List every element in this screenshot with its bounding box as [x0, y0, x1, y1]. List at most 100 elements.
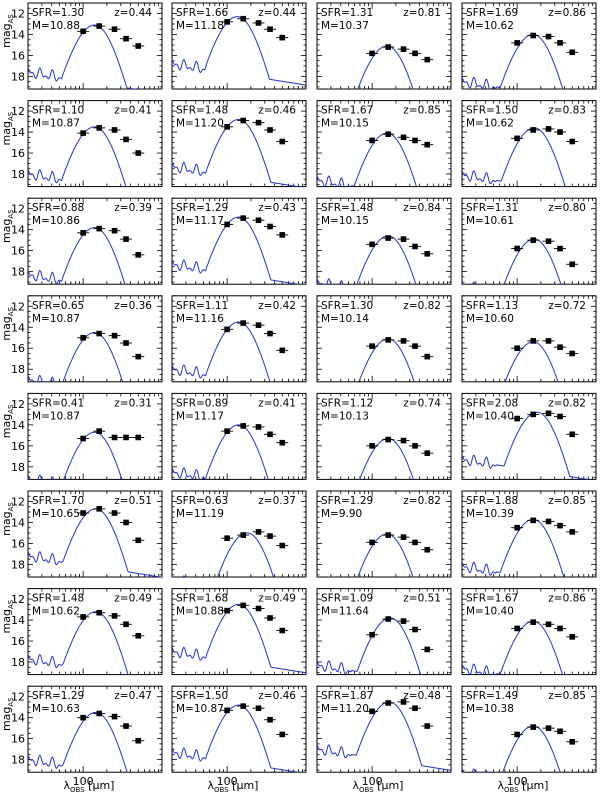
data-point	[267, 26, 273, 33]
data-point	[424, 141, 431, 148]
y-tick-label: 18	[11, 266, 25, 279]
sed-model-curve	[462, 238, 562, 285]
mass-label: M=10.13	[321, 410, 369, 422]
data-point	[135, 537, 142, 544]
data-point	[80, 130, 86, 136]
data-point	[123, 434, 129, 441]
data-point	[369, 50, 375, 57]
mass-label: M=10.87	[32, 118, 80, 130]
data-point	[255, 322, 262, 328]
data-point	[96, 609, 103, 616]
panel-frame	[171, 685, 307, 773]
redshift-label: z=0.44	[258, 7, 296, 19]
x-axis-title: λOBS [μm]	[64, 779, 115, 793]
data-point	[255, 605, 262, 612]
sed-panel: 12 14 16 18 SFR=1.10 z=0.41 M=10.87	[11, 100, 163, 188]
data-point	[545, 33, 552, 40]
y-tick-label: 12	[11, 105, 25, 118]
sfr-label: SFR=1.50	[176, 690, 228, 702]
sfr-label: SFR=1.29	[32, 690, 84, 702]
data-point	[267, 127, 273, 133]
data-point	[424, 56, 431, 63]
y-tick-label: 12	[11, 495, 25, 508]
y-tick-label: 12	[11, 398, 25, 411]
mass-label: M=11.20	[176, 118, 224, 130]
data-point	[514, 731, 520, 738]
y-tick-label: 14	[11, 419, 25, 432]
sfr-label: SFR=1.68	[176, 593, 228, 605]
sed-model-curve	[317, 235, 417, 285]
data-point	[557, 728, 563, 735]
y-axis-title: magAS	[0, 209, 15, 243]
y-axis-title: magAS	[0, 404, 15, 438]
mass-label: M=11.17	[176, 215, 224, 227]
y-tick-label: 16	[11, 49, 25, 62]
data-point	[412, 705, 418, 712]
data-point	[569, 738, 576, 745]
redshift-label: z=0.49	[114, 593, 152, 605]
panel-frame	[461, 490, 597, 578]
data-point	[135, 737, 142, 744]
data-point	[385, 616, 392, 622]
data-point	[400, 618, 407, 624]
sfr-label: SFR=1.30	[321, 300, 373, 312]
y-tick-label: 16	[11, 342, 25, 355]
data-point	[412, 137, 418, 144]
sed-model-curve	[28, 126, 127, 187]
y-tick-label: 14	[11, 712, 25, 725]
sfr-label: SFR=1.69	[466, 7, 518, 19]
sed-panel: 12 14 16 18 SFR=1.30 z=0.44 M=10.88	[11, 2, 163, 90]
x-axis-title: λOBS [μm]	[498, 779, 549, 793]
redshift-label: z=0.85	[548, 495, 586, 507]
y-tick-label: 16	[11, 537, 25, 550]
panel-frame	[171, 588, 307, 676]
data-point	[514, 524, 520, 531]
data-point	[279, 138, 286, 145]
redshift-label: z=0.37	[258, 495, 296, 507]
data-point	[412, 343, 418, 349]
data-point	[111, 613, 118, 619]
sed-model-curve	[317, 533, 414, 577]
data-point	[369, 241, 375, 248]
data-point	[412, 626, 418, 633]
data-point	[424, 723, 431, 729]
y-tick-label: 18	[11, 168, 25, 181]
sed-model-curve	[504, 341, 559, 382]
data-point	[240, 117, 247, 124]
data-point	[135, 434, 142, 441]
sfr-label: SFR=1.48	[176, 105, 228, 117]
mass-label: M=10.87	[32, 410, 80, 422]
sed-model-curve	[172, 603, 306, 674]
sed-model-curve	[462, 620, 564, 675]
sed-model-curve	[28, 227, 126, 285]
data-point	[514, 245, 520, 252]
data-point	[569, 49, 576, 56]
x-tick-label: 100	[73, 775, 94, 788]
redshift-label: z=0.85	[403, 105, 441, 117]
data-point	[279, 439, 286, 446]
data-point	[369, 631, 375, 638]
redshift-label: z=0.39	[114, 202, 152, 214]
y-tick-label: 14	[11, 516, 25, 529]
sed-panel: SFR=1.48 z=0.46 M=11.20	[171, 100, 307, 188]
mass-label: M=9.90	[321, 508, 362, 520]
data-point	[267, 330, 273, 337]
data-point	[557, 413, 563, 420]
data-point	[530, 724, 537, 730]
sed-model-curve	[172, 704, 301, 773]
sfr-label: SFR=1.67	[466, 593, 518, 605]
data-point	[569, 634, 576, 640]
data-point	[123, 723, 129, 729]
sed-panel: SFR=1.49 z=0.85 M=10.38 100	[461, 685, 597, 788]
sfr-label: SFR=0.63	[176, 495, 228, 507]
data-point	[424, 353, 431, 360]
data-point	[255, 119, 262, 126]
sfr-label: SFR=1.50	[466, 105, 518, 117]
sed-panel: SFR=1.30 z=0.82 M=10.14	[316, 295, 452, 383]
sed-model-curve	[462, 33, 564, 89]
panel-frame	[27, 588, 163, 676]
data-point	[240, 320, 247, 326]
redshift-label: z=0.84	[403, 202, 441, 214]
sfr-label: SFR=1.29	[321, 495, 373, 507]
sed-panel: 12 14 16 18 SFR=1.29 z=0.47 M=10.63 100	[11, 685, 163, 788]
